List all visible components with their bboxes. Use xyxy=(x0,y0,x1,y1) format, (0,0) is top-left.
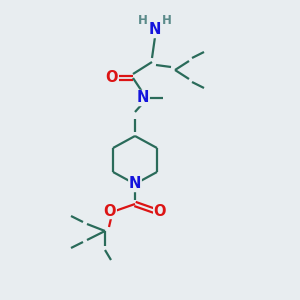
Text: N: N xyxy=(137,91,149,106)
Text: N: N xyxy=(129,176,141,191)
Text: O: O xyxy=(104,203,116,218)
Text: N: N xyxy=(149,22,161,38)
Text: O: O xyxy=(106,70,118,86)
Text: O: O xyxy=(154,203,166,218)
Text: H: H xyxy=(138,14,148,26)
Text: H: H xyxy=(162,14,172,26)
